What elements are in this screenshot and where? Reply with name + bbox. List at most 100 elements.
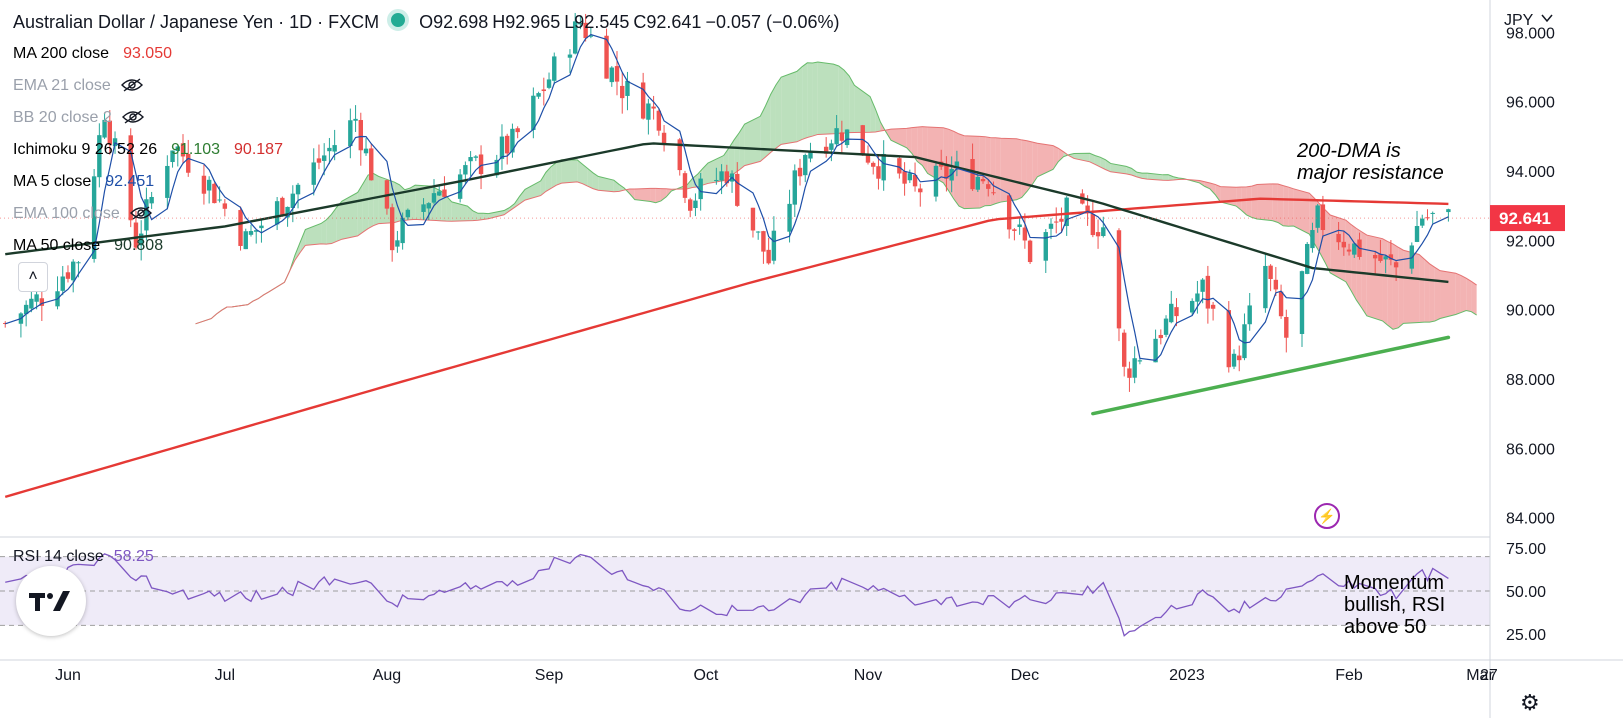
cloud-segment (854, 85, 871, 133)
candle-body (829, 143, 834, 150)
market-status-dot (387, 9, 410, 31)
candle-body (1310, 230, 1315, 249)
candle-body (23, 304, 29, 315)
candle-body (348, 120, 353, 147)
candle-body (620, 85, 625, 99)
cloud-segment (357, 183, 363, 236)
candle-body (457, 174, 463, 199)
cloud-segment (551, 162, 557, 189)
price-tick-label: 88.000 (1506, 372, 1555, 389)
cloud-segment (331, 207, 337, 244)
cloud-segment (540, 172, 546, 196)
candle-body (1017, 224, 1022, 227)
candle-body (954, 161, 960, 167)
resistance-annotation: 200-DMA is major resistance (1297, 140, 1444, 184)
candle-body (1305, 243, 1310, 274)
indicator-row[interactable]: MA 5 close 92.451 (13, 166, 154, 198)
cloud-segment (943, 127, 949, 191)
indicator-value: 92.451 (105, 173, 155, 190)
indicator-value: 90.808 (114, 237, 164, 254)
candle-body (1263, 265, 1268, 309)
candle-body (844, 129, 850, 146)
cloud-segment (326, 214, 332, 245)
price-tick-label: 86.000 (1506, 441, 1555, 458)
cloud-segment (1460, 275, 1467, 313)
indicator-row[interactable]: MA 200 close 93.050 (13, 38, 172, 70)
candle-body (212, 183, 217, 204)
cloud-segment (1277, 184, 1284, 226)
candle-body (138, 233, 144, 246)
candle-body (180, 143, 186, 157)
cloud-segment (796, 66, 803, 142)
candle-body (243, 231, 248, 250)
candle-body (201, 175, 207, 194)
candle-body (735, 173, 740, 206)
cloud-segment (582, 164, 588, 187)
candle-body (71, 261, 76, 281)
candle-body (1425, 217, 1430, 219)
indicator-row[interactable]: EMA 100 close (13, 198, 152, 230)
eye-off-icon[interactable] (120, 72, 143, 92)
candle-body (1320, 204, 1326, 231)
cloud-segment (744, 116, 761, 166)
open-value: O92.698 (419, 12, 489, 32)
cloud-segment (1382, 238, 1388, 326)
cloud-segment (802, 62, 808, 140)
candle-body (865, 155, 871, 163)
cloud-segment (1392, 243, 1399, 330)
candle-body (755, 231, 761, 233)
candle-body (1210, 304, 1216, 309)
candle-body (1247, 305, 1252, 325)
candle-body (677, 139, 682, 171)
cloud-segment (687, 178, 693, 189)
symbol-title-row[interactable]: Australian Dollar / Japanese Yen · 1D · … (13, 6, 844, 38)
indicator-row[interactable]: Ichimoku 9 26 52 26 91.103 90.187 (13, 134, 283, 166)
candle-body (604, 35, 609, 79)
indicator-row[interactable]: EMA 21 close (13, 70, 143, 102)
candle-body (1372, 254, 1378, 259)
symbol-title[interactable]: Australian Dollar / Japanese Yen · 1D · … (13, 12, 380, 32)
candle-body (353, 118, 358, 121)
gear-icon[interactable]: ⚙ (1520, 690, 1540, 715)
candle-body (823, 146, 829, 154)
candle-body (510, 128, 515, 153)
cloud-segment (1021, 139, 1027, 198)
candle-body (222, 203, 228, 209)
indicator-row[interactable]: BB 20 close 2 (13, 102, 144, 134)
indicator-row[interactable]: MA 50 close 90.808 (13, 230, 163, 262)
cloud-segment (875, 108, 881, 133)
candle-body (1189, 300, 1195, 313)
cloud-segment (1434, 267, 1441, 322)
rsi-legend[interactable]: RSI 14 close 58.25 (13, 548, 154, 566)
cloud-segment (1419, 254, 1425, 323)
cloud-segment (634, 188, 651, 202)
candle-body (625, 80, 630, 96)
candle-body (1064, 197, 1069, 227)
candle-body (369, 148, 374, 181)
candle-body (860, 125, 865, 156)
cloud-segment (1016, 138, 1022, 200)
candle-body (1242, 324, 1247, 359)
candle-body (91, 176, 97, 259)
cloud-segment (817, 62, 834, 135)
tradingview-logo-icon[interactable] (16, 566, 86, 636)
rsi-label[interactable]: RSI 14 close (13, 548, 104, 565)
candle-body (588, 35, 594, 37)
eye-off-icon[interactable] (121, 104, 144, 124)
candle-body (238, 210, 243, 246)
candle-body (280, 197, 285, 216)
indicator-lines (4, 33, 1451, 499)
time-tick-label: Sep (535, 667, 564, 684)
candle-body (1284, 317, 1289, 338)
chevron-up-icon[interactable]: ˄ (18, 262, 48, 292)
chevron-down-icon (1541, 14, 1553, 23)
candle-body (991, 192, 996, 194)
candle-body (285, 206, 290, 218)
low-value: L92.545 (564, 12, 630, 32)
lightning-icon[interactable]: ⚡ (1314, 503, 1340, 529)
eye-off-icon[interactable] (129, 200, 152, 220)
candle-body (933, 165, 939, 197)
candle-body (552, 56, 557, 81)
cloud-segment (985, 136, 991, 206)
